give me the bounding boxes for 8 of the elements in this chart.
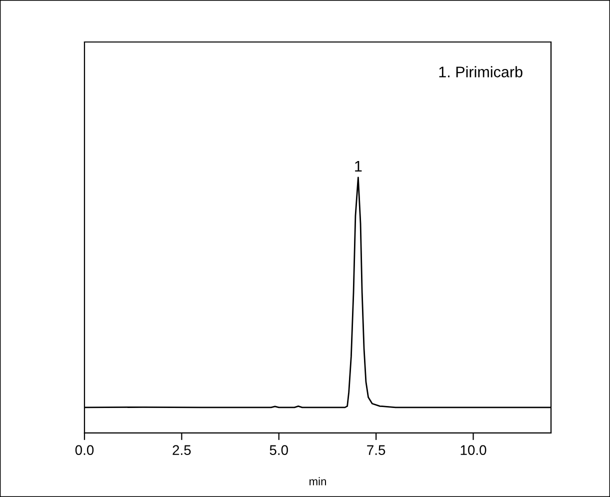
annotation: 1 bbox=[355, 160, 362, 172]
x-tick-label: 2.5 bbox=[172, 445, 191, 455]
x-tick-label: 10.0 bbox=[460, 445, 486, 455]
x-tick-label: 5.0 bbox=[270, 445, 288, 455]
x-tick-label: 0.0 bbox=[75, 445, 94, 455]
text: 1. Pirimicarb bbox=[439, 66, 522, 78]
x-tick-label: 7.5 bbox=[367, 445, 386, 455]
x-axis-title: min bbox=[310, 477, 326, 486]
